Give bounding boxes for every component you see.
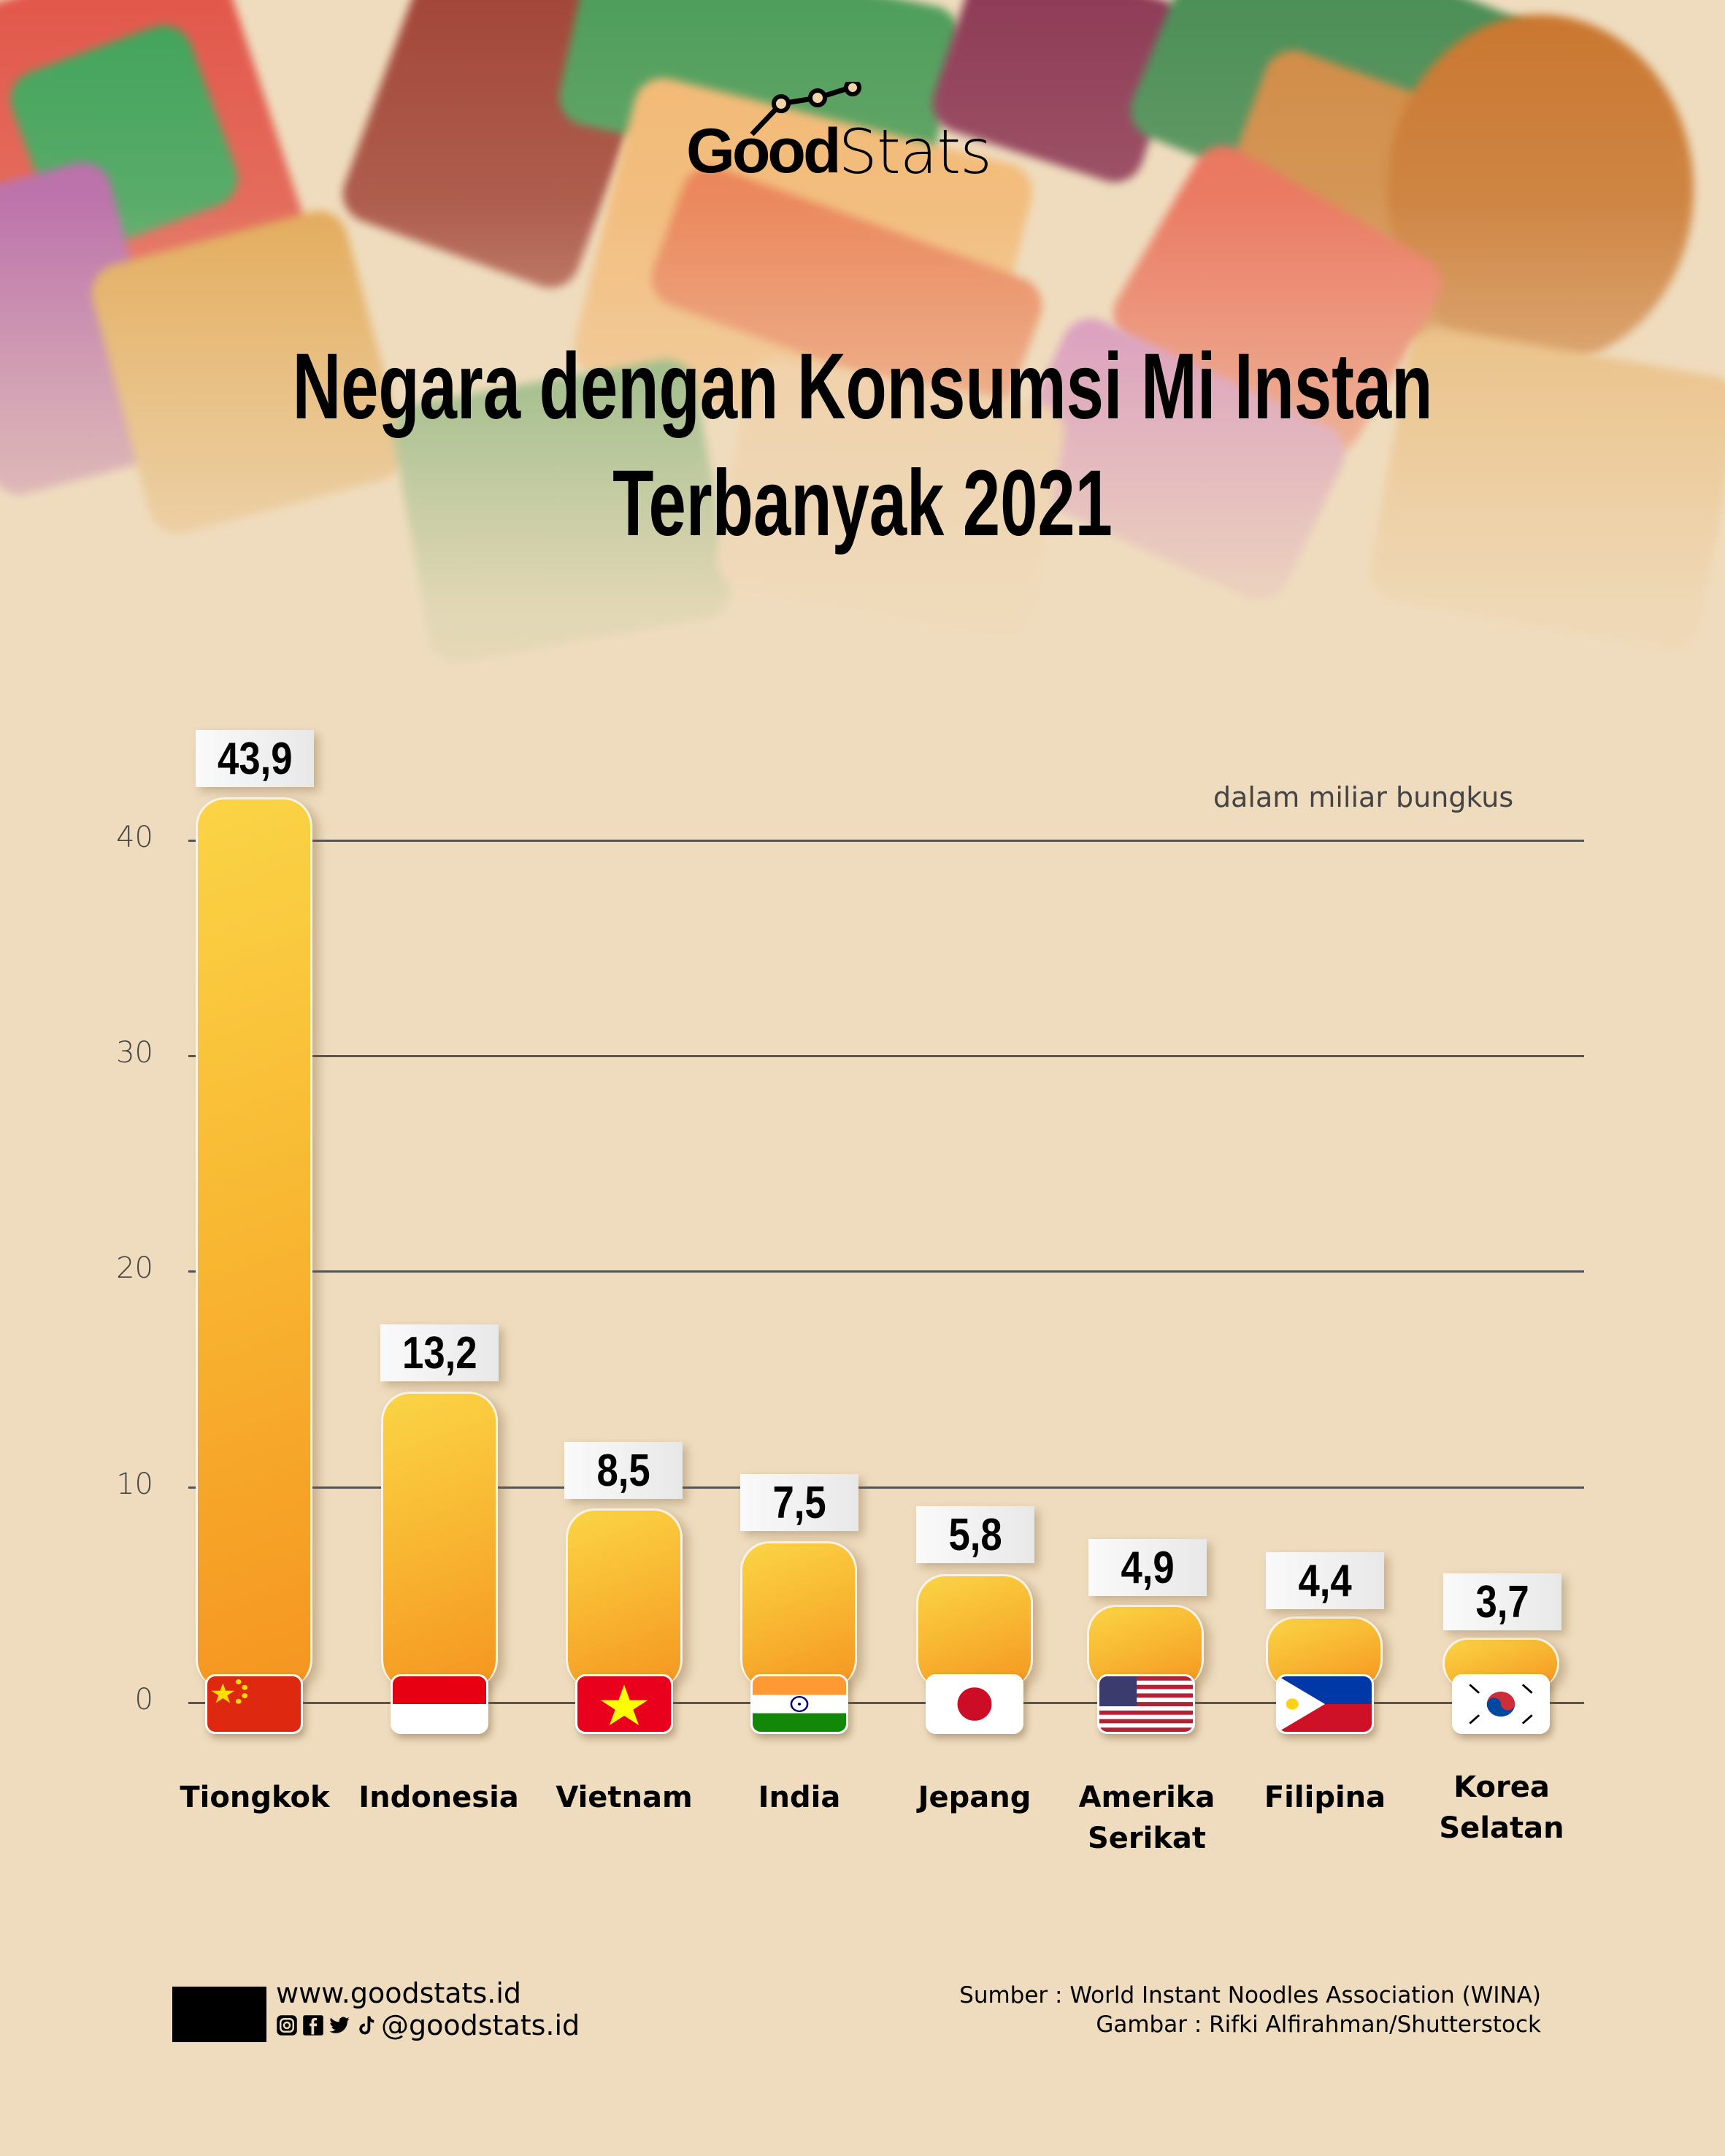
x-label-amerika-serikat: Amerika Serikat (1078, 1781, 1215, 1855)
x-label-filipina: Filipina (1264, 1781, 1386, 1814)
y-tick-40: 40 (116, 821, 153, 854)
bar-tiongkok (196, 797, 312, 1689)
bar-jepang (916, 1574, 1033, 1689)
x-label-india: India (758, 1781, 841, 1814)
value-label-jepang: 5,8 (916, 1506, 1034, 1563)
gridline-20 (188, 1270, 1584, 1273)
india-flag-icon (750, 1674, 848, 1734)
japan-flag-icon (926, 1674, 1023, 1734)
footer-logo-block (172, 1987, 266, 2042)
usa-flag-icon (1097, 1674, 1195, 1734)
footer-image-credit: Gambar : Rifki Alfirahman/Shutterstock (1096, 2011, 1541, 2038)
x-label-vietnam: Vietnam (556, 1781, 693, 1814)
facebook-icon[interactable] (302, 2014, 324, 2036)
x-label-korea-selatan: Korea Selatan (1439, 1771, 1564, 1845)
title-line-2: Terbanyak 2021 (612, 451, 1113, 556)
value-label-vietnam: 8,5 (564, 1442, 683, 1499)
south-korea-flag-icon (1452, 1674, 1550, 1734)
logo-text-stats: Stats (838, 116, 992, 188)
tiktok-icon[interactable] (355, 2014, 377, 2036)
x-label-jepang: Jepang (918, 1781, 1031, 1814)
china-flag-icon (205, 1674, 303, 1734)
footer-social-handle[interactable]: @goodstats.id (381, 2009, 580, 2041)
footer-social-row: @goodstats.id (276, 2009, 580, 2041)
bar-vietnam (566, 1508, 683, 1689)
logo-text-good: Good (686, 116, 841, 186)
x-label-indonesia: Indonesia (358, 1781, 519, 1814)
value-label-indonesia: 13,2 (380, 1324, 499, 1381)
value-label-tiongkok: 43,9 (196, 730, 314, 787)
twitter-icon[interactable] (329, 2014, 350, 2036)
logo-chart-mark-icon (750, 82, 861, 137)
title-line-1: Negara dengan Konsumsi Mi Instan (292, 334, 1433, 439)
value-label-korea-selatan: 3,7 (1443, 1573, 1561, 1630)
value-label-filipina: 4,4 (1266, 1552, 1384, 1609)
philippines-flag-icon (1276, 1674, 1374, 1734)
indonesia-flag-icon (391, 1674, 488, 1734)
chart-title: Negara dengan Konsumsi Mi Instan Terbany… (0, 329, 1725, 562)
bar-indonesia (381, 1392, 498, 1689)
header-photo-noodle-packs (0, 0, 1725, 803)
footer-source: Sumber : World Instant Noodles Associati… (959, 1982, 1541, 2009)
y-tick-30: 30 (116, 1036, 153, 1070)
value-label-india: 7,5 (740, 1474, 858, 1531)
y-tick-20: 20 (116, 1251, 153, 1285)
footer-website-link[interactable]: www.goodstats.id (276, 1977, 522, 2009)
unit-label: dalam miliar bungkus (1213, 781, 1514, 813)
y-tick-10: 10 (116, 1468, 153, 1501)
instagram-icon[interactable] (276, 2014, 298, 2036)
x-label-tiongkok: Tiongkok (180, 1781, 330, 1814)
gridline-40 (188, 840, 1584, 842)
goodstats-logo: Good Stats (686, 82, 992, 188)
gridline-10 (188, 1486, 1584, 1489)
value-label-amerika-serikat: 4,9 (1088, 1539, 1207, 1596)
gridline-0 (188, 1702, 1584, 1704)
gridline-30 (188, 1055, 1584, 1057)
y-tick-0: 0 (134, 1683, 153, 1716)
bar-india (740, 1541, 857, 1689)
photo-fade-overlay (0, 0, 1725, 803)
vietnam-flag-icon (575, 1674, 673, 1734)
